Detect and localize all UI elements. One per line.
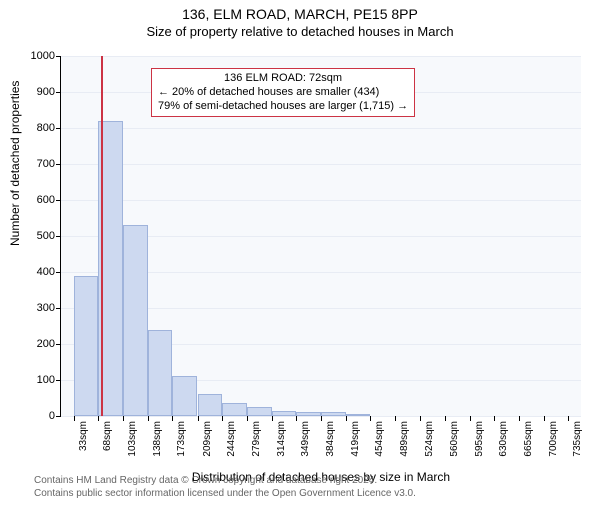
xtick-label: 103sqm [127, 421, 138, 469]
page-title: 136, ELM ROAD, MARCH, PE15 8PP [0, 6, 600, 22]
histogram-bar [74, 276, 99, 416]
xtick-label: 489sqm [399, 421, 410, 469]
xtick-mark [519, 416, 520, 421]
xtick-label: 173sqm [176, 421, 187, 469]
ytick-label: 700 [15, 158, 55, 170]
ytick-label: 1000 [15, 50, 55, 62]
marker-line [101, 56, 103, 416]
xtick-label: 454sqm [374, 421, 385, 469]
histogram-bar [148, 330, 173, 416]
footer-line-2: Contains public sector information licen… [34, 488, 416, 501]
xtick-mark [370, 416, 371, 421]
xtick-mark [568, 416, 569, 421]
ytick-label: 800 [15, 122, 55, 134]
histogram-bar [346, 414, 371, 416]
ytick-label: 0 [15, 410, 55, 422]
ytick-label: 400 [15, 266, 55, 278]
gridline [61, 200, 581, 201]
xtick-mark [395, 416, 396, 421]
xtick-mark [98, 416, 99, 421]
histogram-bar [172, 376, 197, 416]
gridline [61, 56, 581, 57]
xtick-mark [445, 416, 446, 421]
xtick-label: 560sqm [449, 421, 460, 469]
gridline [61, 164, 581, 165]
histogram-bar [123, 225, 148, 416]
xtick-label: 33sqm [78, 421, 89, 469]
ytick-mark [56, 164, 61, 165]
ytick-mark [56, 92, 61, 93]
ytick-mark [56, 56, 61, 57]
plot-area: 0100200300400500600700800900100033sqm68s… [60, 56, 581, 417]
histogram-bar [222, 403, 247, 416]
xtick-mark [123, 416, 124, 421]
xtick-label: 68sqm [102, 421, 113, 469]
xtick-mark [494, 416, 495, 421]
xtick-mark [470, 416, 471, 421]
annotation-box: 136 ELM ROAD: 72sqm← 20% of detached hou… [151, 68, 415, 117]
xtick-label: 279sqm [251, 421, 262, 469]
ytick-label: 200 [15, 338, 55, 350]
ytick-label: 100 [15, 374, 55, 386]
xtick-mark [198, 416, 199, 421]
xtick-mark [272, 416, 273, 421]
xtick-label: 630sqm [498, 421, 509, 469]
ytick-mark [56, 200, 61, 201]
xtick-mark [296, 416, 297, 421]
xtick-label: 314sqm [276, 421, 287, 469]
xtick-label: 735sqm [572, 421, 583, 469]
histogram-bar [321, 412, 346, 416]
xtick-mark [321, 416, 322, 421]
xtick-label: 595sqm [474, 421, 485, 469]
histogram-bar [198, 394, 223, 416]
footer: Contains HM Land Registry data © Crown c… [34, 475, 416, 500]
xtick-label: 665sqm [523, 421, 534, 469]
xtick-mark [420, 416, 421, 421]
plot-wrap: 0100200300400500600700800900100033sqm68s… [60, 56, 580, 416]
ytick-mark [56, 272, 61, 273]
ytick-label: 900 [15, 86, 55, 98]
histogram-bar [272, 411, 297, 416]
ytick-label: 600 [15, 194, 55, 206]
annotation-line: 79% of semi-detached houses are larger (… [158, 100, 408, 114]
ytick-label: 300 [15, 302, 55, 314]
annotation-line: 136 ELM ROAD: 72sqm [158, 72, 408, 86]
xtick-label: 244sqm [226, 421, 237, 469]
histogram-bar [296, 412, 321, 416]
xtick-label: 384sqm [325, 421, 336, 469]
xtick-mark [172, 416, 173, 421]
ytick-mark [56, 236, 61, 237]
xtick-mark [346, 416, 347, 421]
xtick-label: 209sqm [202, 421, 213, 469]
xtick-mark [74, 416, 75, 421]
xtick-mark [148, 416, 149, 421]
ytick-label: 500 [15, 230, 55, 242]
histogram-bar [247, 407, 272, 416]
ytick-mark [56, 344, 61, 345]
xtick-label: 419sqm [350, 421, 361, 469]
annotation-line: ← 20% of detached houses are smaller (43… [158, 86, 408, 100]
xtick-label: 349sqm [300, 421, 311, 469]
xtick-mark [247, 416, 248, 421]
ytick-mark [56, 308, 61, 309]
ytick-mark [56, 128, 61, 129]
ytick-mark [56, 416, 61, 417]
gridline [61, 128, 581, 129]
xtick-label: 700sqm [548, 421, 559, 469]
xtick-mark [222, 416, 223, 421]
xtick-mark [544, 416, 545, 421]
ytick-mark [56, 380, 61, 381]
xtick-label: 138sqm [152, 421, 163, 469]
chart-subtitle: Size of property relative to detached ho… [0, 24, 600, 39]
footer-line-1: Contains HM Land Registry data © Crown c… [34, 475, 416, 488]
chart-container: 136, ELM ROAD, MARCH, PE15 8PP Size of p… [0, 6, 600, 506]
xtick-label: 524sqm [424, 421, 435, 469]
